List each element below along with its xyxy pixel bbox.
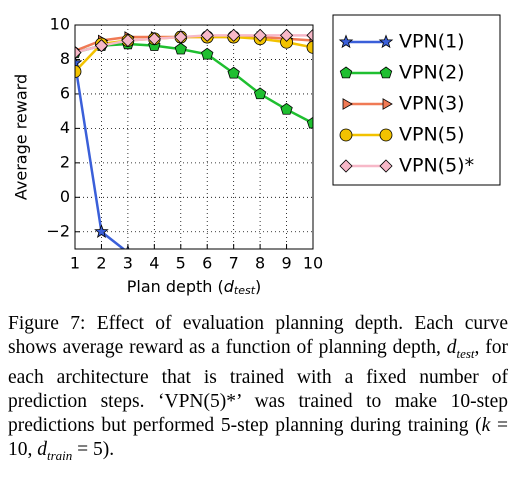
- data-point: [126, 244, 130, 249]
- data-point: [147, 32, 161, 46]
- legend-marker: [382, 98, 393, 110]
- legend-marker: [379, 66, 393, 79]
- data-point: [200, 28, 214, 42]
- data-point: [121, 33, 135, 48]
- y-tick-label: 6: [60, 83, 70, 102]
- y-axis-label: Average reward: [12, 74, 31, 200]
- caption-math: d: [37, 438, 47, 460]
- x-axis-label: Plan depth (dtest): [127, 277, 262, 298]
- data-point: [94, 224, 109, 238]
- y-tick-label: 4: [60, 118, 70, 137]
- x-tick-label: 9: [281, 254, 291, 273]
- data-point: [253, 28, 267, 42]
- data-point: [306, 41, 313, 54]
- data-point: [94, 39, 109, 53]
- y-tick-label: 8: [60, 49, 70, 68]
- legend-marker: [339, 128, 353, 142]
- x-axis-label-part: d: [224, 277, 235, 296]
- x-axis-label-part: test: [234, 284, 256, 297]
- series-line: [75, 42, 313, 125]
- caption-math-sub: test: [456, 345, 475, 361]
- legend-marker: [338, 34, 354, 49]
- legend-marker: [339, 159, 353, 173]
- legend-label: VPN(2): [399, 62, 465, 84]
- x-tick-label: 10: [303, 254, 323, 273]
- data-point: [201, 47, 214, 60]
- data-point: [174, 30, 188, 44]
- data-point: [279, 28, 294, 42]
- y-tick-label: 10: [50, 15, 70, 34]
- series-line: [75, 35, 313, 73]
- caption-math: k: [481, 414, 491, 436]
- data-point: [280, 102, 293, 115]
- x-tick-label: 2: [96, 254, 106, 273]
- data-point: [227, 66, 240, 79]
- legend-label: VPN(5): [399, 124, 465, 146]
- caption-text: = 5).: [72, 438, 115, 460]
- x-axis-label-part: Plan depth (: [127, 277, 224, 296]
- data-point: [174, 42, 187, 55]
- x-tick-label: 6: [202, 254, 212, 273]
- x-axis-label-part: ): [255, 277, 261, 296]
- caption-math: d: [446, 337, 457, 358]
- x-tick-label: 8: [255, 254, 265, 273]
- caption-math-sub: train: [47, 447, 73, 463]
- x-tick-label: 3: [123, 254, 133, 273]
- caption-text: Figure 7: Effect of evaluation planning …: [8, 313, 508, 358]
- data-point: [75, 65, 82, 78]
- legend-label: VPN(3): [399, 93, 465, 115]
- x-tick-label: 5: [176, 254, 186, 273]
- y-tick-label: 0: [60, 187, 70, 206]
- x-tick-label: 4: [149, 254, 159, 273]
- y-tick-label: 2: [60, 152, 70, 171]
- plot-frame: [74, 24, 314, 250]
- series-line: [75, 34, 313, 54]
- data-point: [306, 116, 313, 129]
- y-tick-label: −2: [46, 221, 70, 240]
- data-point: [75, 46, 82, 60]
- legend-marker: [379, 159, 393, 173]
- legend-label: VPN(5)*: [399, 155, 474, 177]
- legend-marker: [378, 34, 394, 49]
- plot-area: [75, 28, 313, 249]
- legend-marker: [379, 128, 393, 142]
- legend-marker: [339, 66, 353, 79]
- x-tick-label: 1: [70, 254, 80, 273]
- caption-text: , for each architecture that is trained …: [8, 337, 508, 436]
- data-point: [75, 55, 83, 70]
- legend-label: VPN(1): [399, 31, 465, 53]
- legend-box: [332, 14, 501, 186]
- data-point: [227, 28, 241, 42]
- x-tick-label: 7: [229, 254, 239, 273]
- caption: Figure 7: Effect of evaluation planning …: [8, 312, 508, 468]
- data-point: [306, 28, 313, 42]
- data-point: [253, 87, 267, 100]
- caption-text: = 10,: [8, 414, 508, 460]
- legend-marker: [342, 98, 353, 110]
